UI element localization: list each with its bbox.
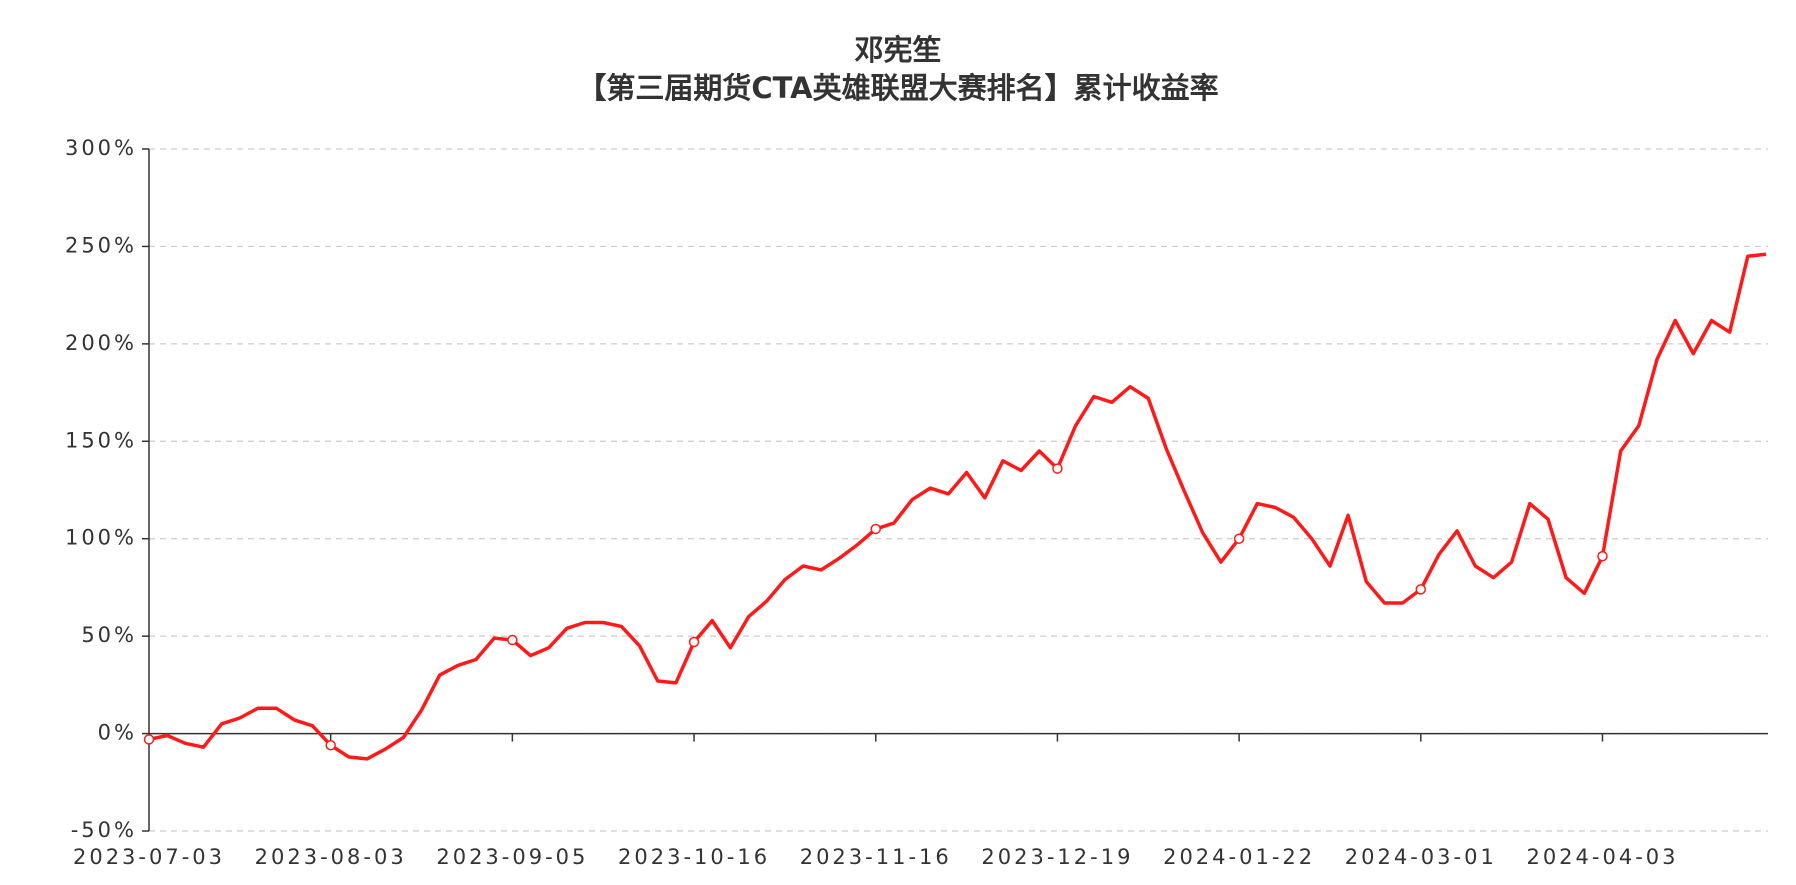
x-tick-label: 2023-12-19 (981, 845, 1133, 869)
data-point (1233, 533, 1245, 544)
x-tick-label: 2023-11-16 (800, 845, 952, 869)
y-tick-label: 150% (65, 428, 137, 452)
data-point (325, 740, 336, 751)
y-tick-label: 50% (81, 623, 137, 647)
chart-title: 邓宪笙 (854, 33, 941, 67)
data-point (688, 636, 700, 648)
y-tick-label: 100% (65, 526, 137, 550)
y-tick-label: 300% (65, 136, 137, 160)
data-point (143, 734, 155, 745)
x-tick-label: 2024-04-03 (1526, 845, 1678, 869)
data-point (1597, 551, 1608, 562)
y-tick-label: -50% (71, 818, 137, 842)
x-tick-label: 2023-08-03 (255, 845, 407, 869)
y-tick-label: 250% (65, 233, 137, 257)
data-point (1415, 584, 1427, 595)
chart-subtitle: 【第三届期货CTA英雄联盟大赛排名】累计收益率 (577, 71, 1218, 105)
y-tick-label: 0% (98, 721, 137, 745)
data-point (507, 634, 518, 646)
data-point (870, 523, 881, 535)
x-tick-label: 2023-10-16 (618, 845, 770, 869)
x-tick-label: 2023-09-05 (436, 845, 588, 869)
y-tick-label: 200% (65, 331, 137, 355)
x-tick-label: 2024-03-01 (1345, 845, 1497, 869)
x-tick-label: 2024-01-22 (1163, 845, 1315, 869)
x-tick-label: 2023-07-03 (73, 845, 225, 869)
data-line (148, 252, 1767, 761)
data-point (1052, 463, 1063, 474)
